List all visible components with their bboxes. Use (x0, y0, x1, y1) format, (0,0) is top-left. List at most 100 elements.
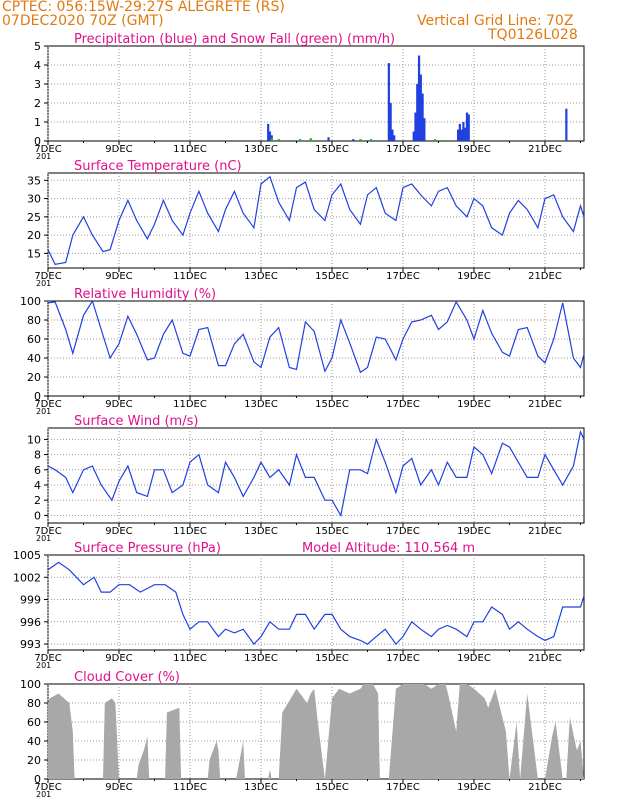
run-date: 07DEC2020 70Z (GMT) (2, 13, 164, 29)
precip-xtick-label: 21DEC (528, 144, 562, 155)
precip-xtick-label: 17DEC (386, 144, 420, 155)
precip-ytick-label: 1 (34, 116, 41, 129)
temp-xtick-label: 21DEC (528, 271, 562, 282)
temp-xtick-label: 13DEC (244, 271, 278, 282)
wind-ytick-label: 2 (34, 494, 41, 507)
wind-xtick-label: 11DEC (173, 526, 207, 537)
wind-ytick-label: 6 (34, 464, 41, 477)
pressure-frame (47, 554, 585, 651)
precip-ytick-label: 4 (34, 59, 41, 72)
wind-ytick-label: 0 (34, 509, 41, 522)
panel-cloud: 7DEC 9DEC 11DEC 13DEC 15DEC 17DEC 19DEC 21DEC 20… (20, 670, 585, 799)
precip-ytick-label: 3 (34, 78, 41, 91)
rain-bar (412, 131, 415, 141)
rain-bar (565, 108, 568, 141)
rain-bar (467, 114, 470, 141)
rh-xtick-label: 15DEC (315, 399, 349, 410)
rh-line (47, 299, 585, 374)
cloud-ytick-label: 40 (27, 735, 41, 748)
cloud-ytick-label: 100 (20, 678, 41, 691)
wind-ytick-label: 8 (34, 449, 41, 462)
pressure-xtick-label: 21DEC (528, 653, 562, 664)
cloud-xtick-label: 19DEC (457, 782, 491, 793)
rain-bar (456, 129, 460, 141)
wind-ytick-label: 4 (34, 479, 41, 492)
panel-precip: 7DEC 9DEC 11DEC 13DEC 15DEC 17DEC 19DEC 21DEC20… (34, 32, 585, 161)
precip-xtick-label: 9DEC (105, 144, 132, 155)
precip-xtick-label: 15DEC (315, 144, 349, 155)
pressure-line (47, 561, 585, 646)
rain-bar (417, 55, 421, 141)
rh-frame (47, 300, 585, 397)
pressure-ytick-label: 1002 (13, 571, 41, 584)
rain-bar (352, 139, 355, 141)
temp-ytick-label: 15 (27, 247, 41, 260)
rh-xtick-label: 7DEC (34, 399, 61, 410)
cloud-area (48, 684, 584, 779)
pressure-xtick-label: 13DEC (244, 653, 278, 664)
temp-ytick-label: 30 (27, 193, 41, 206)
rh-ytick-label: 60 (27, 333, 41, 346)
pressure-ytick-label: 996 (20, 616, 41, 629)
rain-bar (416, 84, 419, 141)
panel-pressure: 7DEC 9DEC 11DEC 13DEC 15DEC 17DEC 19DEC 21DEC 20… (13, 541, 585, 670)
cloud-xtick-label: 13DEC (244, 782, 278, 793)
cloud-xtick-label: 9DEC (105, 782, 132, 793)
precip-frame (47, 45, 585, 142)
pressure-xtick-label: 15DEC (315, 653, 349, 664)
cloud-stub-label: 201 (36, 790, 51, 799)
rh-xtick-label: 9DEC (105, 399, 132, 410)
rh-ytick-label: 40 (27, 352, 41, 365)
rain-bar (414, 112, 417, 141)
rain-bar (464, 127, 467, 141)
temp-xtick-label: 9DEC (105, 271, 132, 282)
rain-bar (393, 135, 396, 141)
temp-line (47, 175, 585, 265)
rain-bar (423, 118, 426, 141)
wind-stub-label: 201 (36, 534, 51, 543)
precip-stub-label: 201 (36, 152, 51, 161)
temp-ytick-label: 20 (27, 229, 41, 242)
cloud-xtick-label: 7DEC (34, 782, 61, 793)
cloud-ytick-label: 20 (27, 754, 41, 767)
cloud-xtick-label: 21DEC (528, 782, 562, 793)
cloud-ytick-label: 80 (27, 697, 41, 710)
wind-xtick-label: 17DEC (386, 526, 420, 537)
pressure-stub-label: 201 (36, 661, 51, 670)
rain-bar (458, 123, 461, 141)
cloud-ytick-label: 60 (27, 716, 41, 729)
pressure-xtick-label: 7DEC (34, 653, 61, 664)
rh-xtick-label: 21DEC (528, 399, 562, 410)
pressure-ytick-label: 1005 (13, 549, 41, 562)
temp-xtick-label: 19DEC (457, 271, 491, 282)
rh-xtick-label: 19DEC (457, 399, 491, 410)
rain-bar (460, 129, 463, 141)
temp-ytick-label: 25 (27, 211, 41, 224)
precip-ytick-label: 0 (34, 135, 41, 148)
temp-xtick-label: 7DEC (34, 271, 61, 282)
rain-bar (268, 131, 272, 141)
snow-bar (444, 140, 447, 141)
panel-wind: 7DEC 9DEC 11DEC 13DEC 15DEC 17DEC 19DEC 21DEC20… (27, 414, 585, 543)
pressure-ytick-label: 999 (20, 594, 41, 607)
precip-title: Precipitation (blue) and Snow Fall (gree… (74, 32, 395, 47)
station-header: CPTEC: 056:15W-29:27S ALEGRETE (RS) (2, 0, 285, 15)
snow-bar (277, 139, 280, 141)
wind-xtick-label: 7DEC (34, 526, 61, 537)
chart-code: TQ0126L028 (488, 27, 578, 43)
rh-ytick-label: 80 (27, 314, 41, 327)
grid-note: Vertical Grid Line: 70Z (417, 13, 574, 29)
temp-xtick-label: 11DEC (173, 271, 207, 282)
rh-title: Relative Humidity (%) (74, 287, 216, 302)
cloud-xtick-label: 15DEC (315, 782, 349, 793)
temp-stub-label: 201 (36, 279, 51, 288)
rain-bar (267, 123, 270, 141)
rh-ytick-label: 100 (20, 295, 41, 308)
snow-bar (370, 139, 373, 141)
cloud-xtick-label: 17DEC (386, 782, 420, 793)
temp-title: Surface Temperature (nC) (74, 159, 242, 174)
rain-bar (327, 137, 330, 141)
snow-bar (299, 139, 302, 141)
wind-xtick-label: 19DEC (457, 526, 491, 537)
precip-xtick-label: 13DEC (244, 144, 278, 155)
